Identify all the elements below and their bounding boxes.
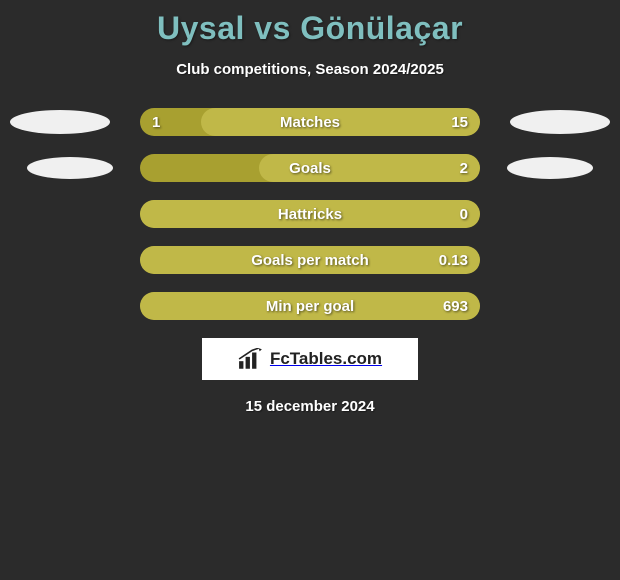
bar-chart-icon	[238, 348, 264, 370]
stat-row-hattricks: Hattricks 0	[0, 200, 620, 228]
fctables-logo-link[interactable]: FcTables.com	[202, 338, 418, 380]
stat-bar: 1 Matches 15	[140, 108, 480, 136]
comparison-card: Uysal vs Gönülaçar Club competitions, Se…	[0, 0, 620, 415]
page-title: Uysal vs Gönülaçar	[0, 0, 620, 47]
stat-row-matches: 1 Matches 15	[0, 108, 620, 136]
player-left-badge	[10, 110, 110, 134]
stat-row-mpg: Min per goal 693	[0, 292, 620, 320]
player-left-badge-small	[27, 157, 113, 179]
stat-right-value: 15	[451, 108, 468, 136]
stat-bar: Goals 2	[140, 154, 480, 182]
snapshot-date: 15 december 2024	[0, 398, 620, 415]
stat-bar-fill	[201, 108, 480, 136]
stat-bar-fill	[259, 154, 480, 182]
logo-text: FcTables.com	[270, 349, 382, 369]
stat-bar: Min per goal 693	[140, 292, 480, 320]
stat-bar-fill	[140, 200, 480, 228]
stat-bar-fill	[140, 292, 480, 320]
stat-right-value: 2	[460, 154, 468, 182]
stat-right-value: 0.13	[439, 246, 468, 274]
stat-right-value: 0	[460, 200, 468, 228]
stat-row-goals: Goals 2	[0, 154, 620, 182]
stat-right-value: 693	[443, 292, 468, 320]
stat-bar-fill	[140, 246, 480, 274]
stat-bar: Hattricks 0	[140, 200, 480, 228]
stat-row-gpm: Goals per match 0.13	[0, 246, 620, 274]
stat-bar: Goals per match 0.13	[140, 246, 480, 274]
season-subtitle: Club competitions, Season 2024/2025	[0, 61, 620, 78]
stats-chart: 1 Matches 15 Goals 2 Hattricks	[0, 108, 620, 320]
player-right-badge-small	[507, 157, 593, 179]
stat-left-value: 1	[152, 108, 160, 136]
player-right-badge	[510, 110, 610, 134]
